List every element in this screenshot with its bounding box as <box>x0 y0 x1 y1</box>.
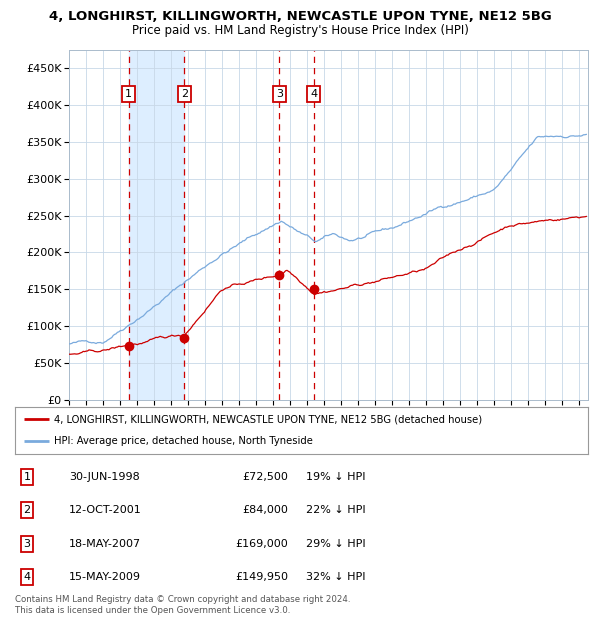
Text: 30-JUN-1998: 30-JUN-1998 <box>69 472 140 482</box>
Text: 15-MAY-2009: 15-MAY-2009 <box>69 572 141 582</box>
Text: 19% ↓ HPI: 19% ↓ HPI <box>306 472 365 482</box>
Text: 2: 2 <box>181 89 188 99</box>
Text: 4: 4 <box>23 572 31 582</box>
Text: 32% ↓ HPI: 32% ↓ HPI <box>306 572 365 582</box>
Text: 4: 4 <box>310 89 317 99</box>
Text: 4, LONGHIRST, KILLINGWORTH, NEWCASTLE UPON TYNE, NE12 5BG: 4, LONGHIRST, KILLINGWORTH, NEWCASTLE UP… <box>49 10 551 23</box>
Text: £149,950: £149,950 <box>235 572 288 582</box>
Text: 3: 3 <box>23 539 31 549</box>
Text: Contains HM Land Registry data © Crown copyright and database right 2024.
This d: Contains HM Land Registry data © Crown c… <box>15 595 350 614</box>
Text: £169,000: £169,000 <box>235 539 288 549</box>
Text: 1: 1 <box>125 89 132 99</box>
Text: Price paid vs. HM Land Registry's House Price Index (HPI): Price paid vs. HM Land Registry's House … <box>131 24 469 37</box>
Bar <box>128 50 184 400</box>
Text: 12-OCT-2001: 12-OCT-2001 <box>69 505 142 515</box>
Text: HPI: Average price, detached house, North Tyneside: HPI: Average price, detached house, Nort… <box>54 436 313 446</box>
Text: 4, LONGHIRST, KILLINGWORTH, NEWCASTLE UPON TYNE, NE12 5BG (detached house): 4, LONGHIRST, KILLINGWORTH, NEWCASTLE UP… <box>54 414 482 425</box>
Text: £72,500: £72,500 <box>242 472 288 482</box>
Text: 22% ↓ HPI: 22% ↓ HPI <box>306 505 365 515</box>
Text: 3: 3 <box>276 89 283 99</box>
Text: 2: 2 <box>23 505 31 515</box>
Text: 29% ↓ HPI: 29% ↓ HPI <box>306 539 365 549</box>
Text: 1: 1 <box>23 472 31 482</box>
Text: 18-MAY-2007: 18-MAY-2007 <box>69 539 141 549</box>
Text: £84,000: £84,000 <box>242 505 288 515</box>
